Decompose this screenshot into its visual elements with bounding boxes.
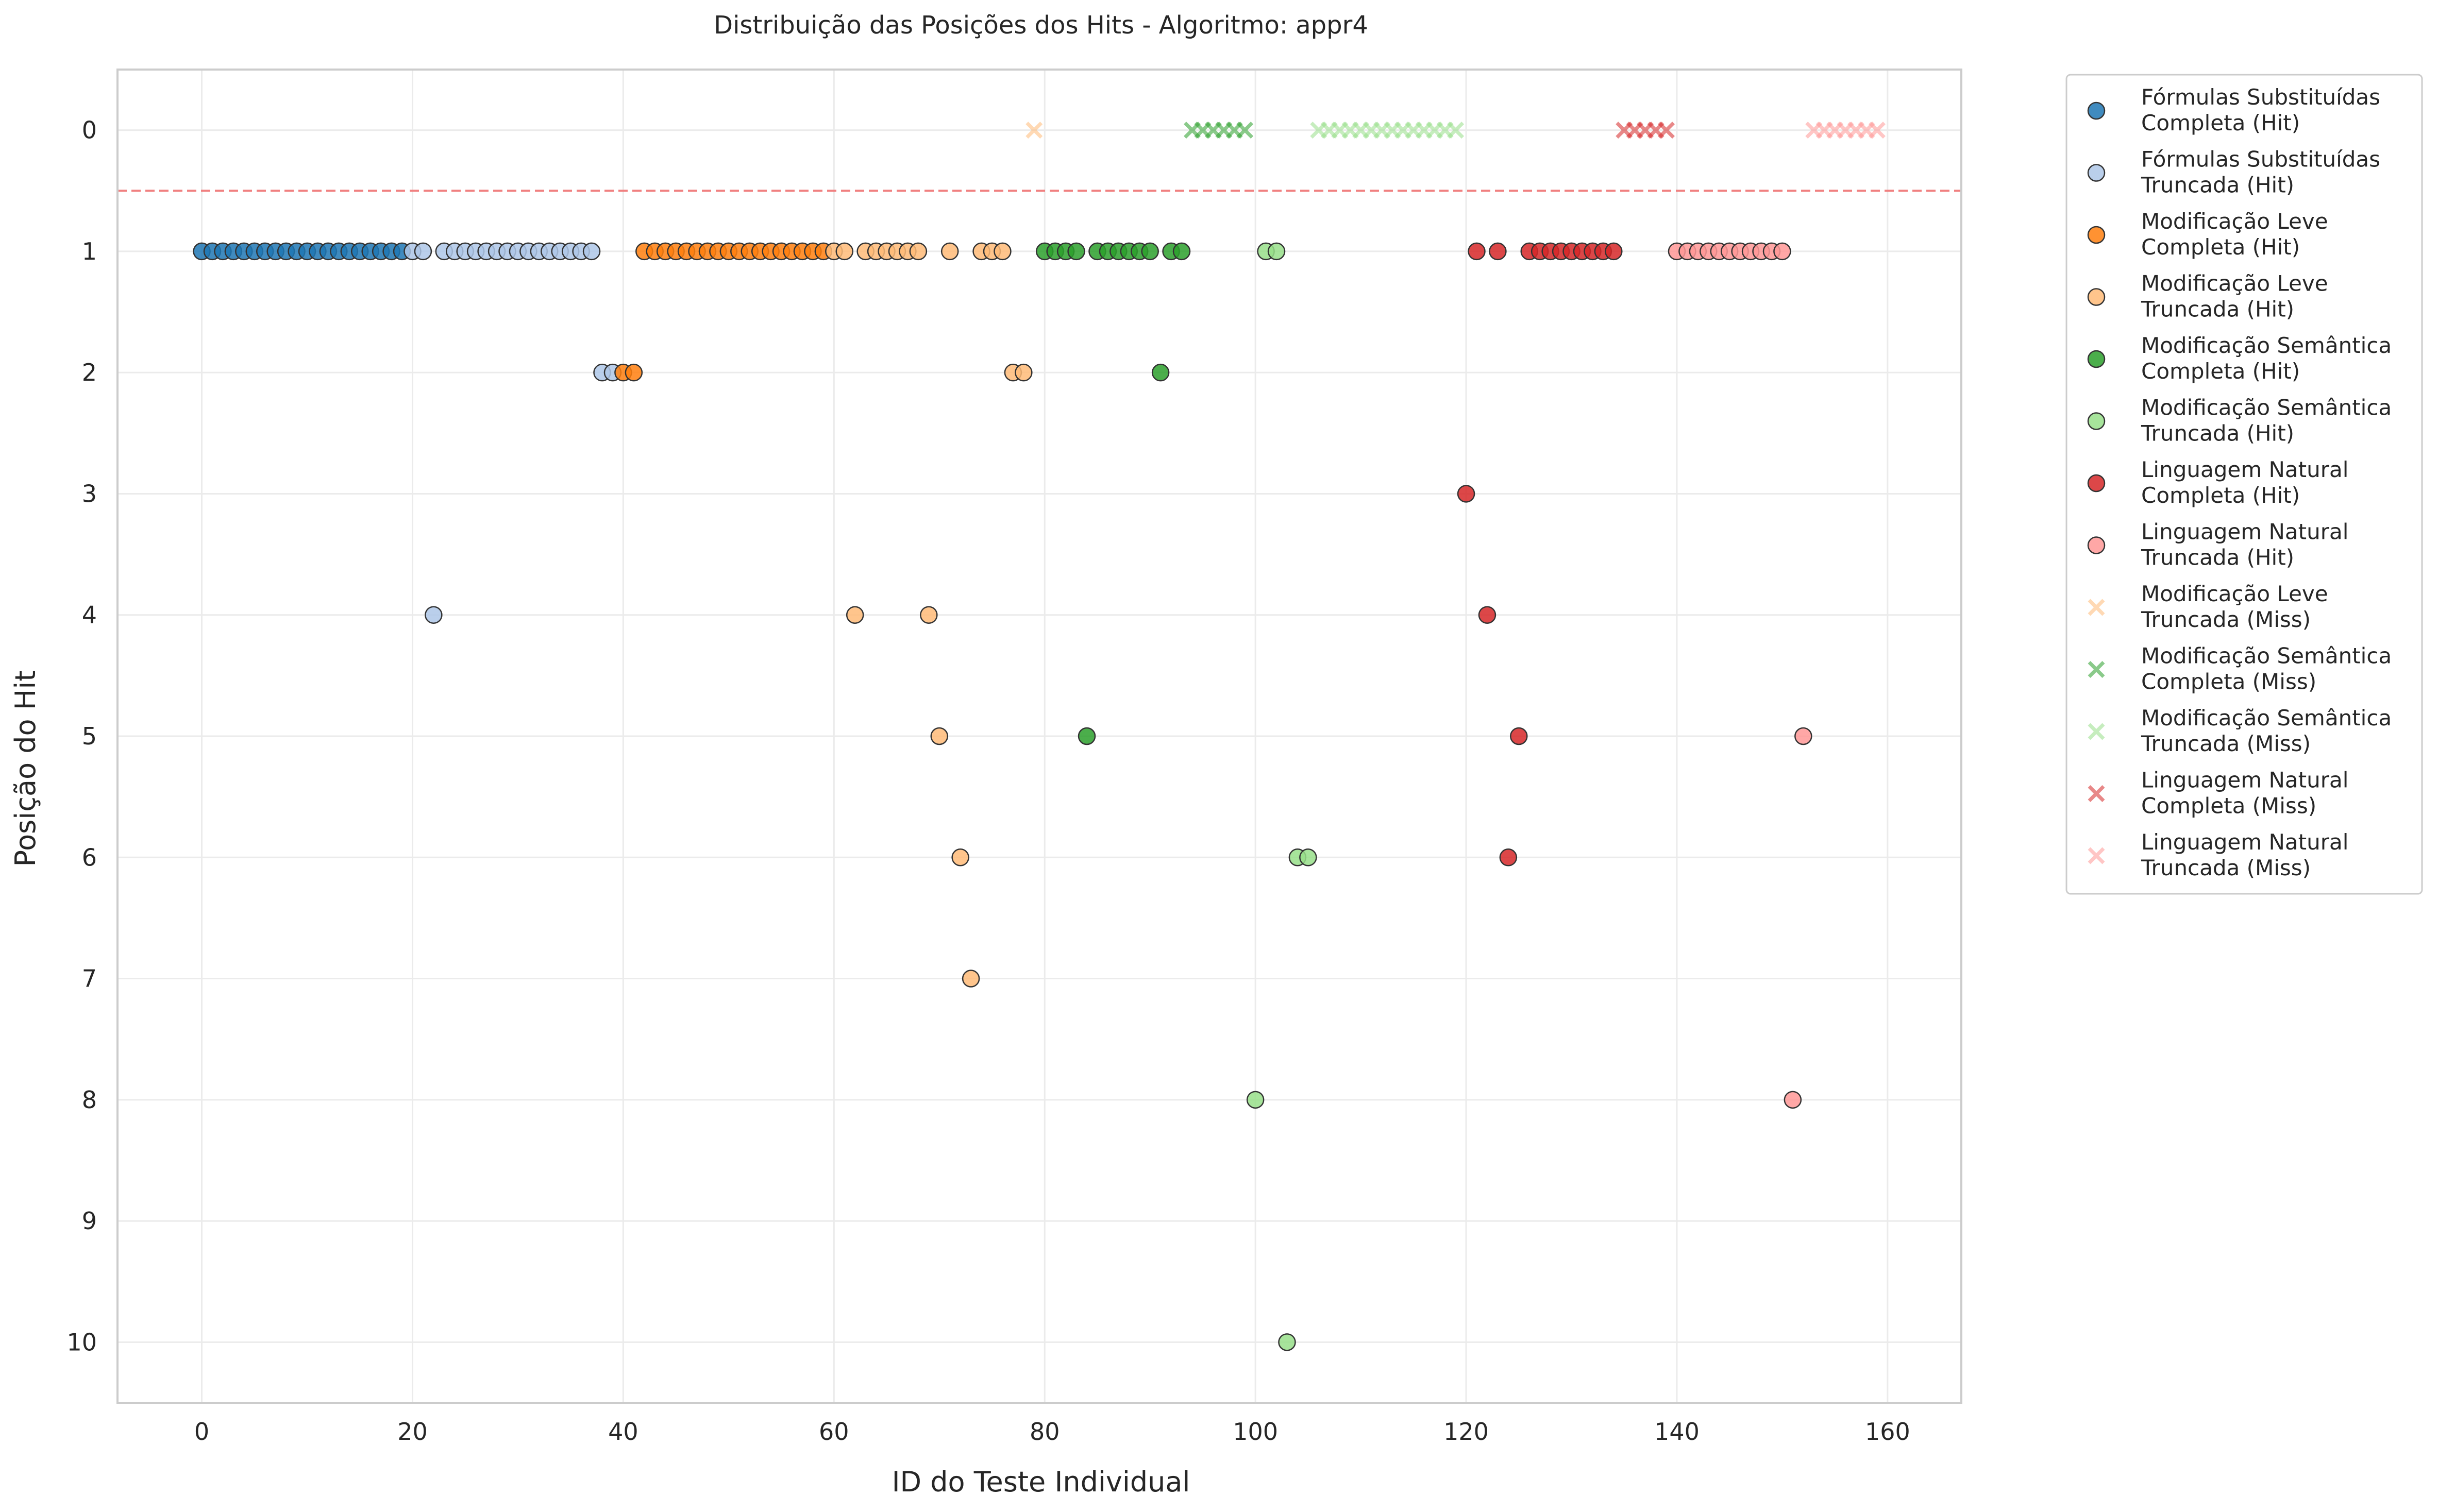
data-point xyxy=(994,242,1012,261)
data-point xyxy=(1784,1091,1802,1109)
legend-label: Modificação Leve Truncada (Hit) xyxy=(2141,271,2328,322)
data-point xyxy=(1015,363,1033,382)
legend-label: Modificação Semântica Truncada (Miss) xyxy=(2141,705,2392,756)
data-point xyxy=(920,606,938,624)
legend-label: Fórmulas Substituídas Completa (Hit) xyxy=(2141,84,2380,135)
legend-marker xyxy=(2087,350,2106,368)
data-point xyxy=(1478,606,1497,624)
y-tick-label: 4 xyxy=(82,601,97,629)
legend-label: Linguagem Natural Truncada (Miss) xyxy=(2141,829,2348,880)
data-point xyxy=(1468,242,1486,261)
legend-marker xyxy=(2088,723,2105,740)
axis-ticks: 0 20 40 60 80 100 120 140 160 0 1 2 3 4 5 6 7 8 9 10 xyxy=(66,116,1910,1446)
legend-label: Linguagem Natural Completa (Miss) xyxy=(2141,768,2348,819)
data-point xyxy=(962,970,980,988)
x-tick-label: 100 xyxy=(1233,1418,1278,1446)
data-point xyxy=(1489,242,1507,261)
data-point xyxy=(625,363,643,382)
legend-marker xyxy=(2087,164,2106,182)
data-point xyxy=(835,242,854,261)
x-tick-label: 40 xyxy=(608,1418,638,1446)
data-point xyxy=(425,606,443,624)
legend-marker xyxy=(2088,785,2105,802)
y-tick-label: 2 xyxy=(82,359,97,386)
data-point xyxy=(930,727,949,745)
data-point xyxy=(1299,848,1317,867)
legend-label: Modificação Leve Truncada (Miss) xyxy=(2141,581,2328,632)
data-point xyxy=(582,242,601,261)
legend-marker xyxy=(2087,288,2106,306)
data-point xyxy=(1510,727,1528,745)
legend-marker xyxy=(2087,536,2106,554)
x-tick-label: 140 xyxy=(1654,1418,1700,1446)
data-point xyxy=(1141,242,1159,261)
legend-box xyxy=(2065,74,2423,895)
legend-marker xyxy=(2087,412,2106,430)
legend-marker xyxy=(2087,101,2106,120)
legend-label: Modificação Leve Completa (Hit) xyxy=(2141,209,2328,260)
y-tick-label: 7 xyxy=(82,965,97,993)
chart-title: Distribuição das Posições dos Hits - Alg… xyxy=(714,11,1368,40)
legend-label: Modificação Semântica Completa (Hit) xyxy=(2141,333,2392,384)
y-tick-label: 1 xyxy=(82,237,97,265)
data-point xyxy=(846,606,864,624)
data-point xyxy=(1236,122,1254,139)
y-tick-label: 0 xyxy=(82,116,97,144)
y-axis-label: Posição do Hit xyxy=(9,670,42,867)
y-tick-label: 10 xyxy=(66,1328,97,1356)
legend-label: Fórmulas Substituídas Truncada (Hit) xyxy=(2141,147,2380,198)
x-tick-label: 0 xyxy=(194,1418,209,1446)
y-tick-label: 8 xyxy=(82,1086,97,1114)
x-tick-label: 160 xyxy=(1865,1418,1910,1446)
legend-label: Linguagem Natural Truncada (Hit) xyxy=(2141,519,2348,570)
data-point xyxy=(1773,242,1791,261)
data-point xyxy=(1605,242,1623,261)
data-point xyxy=(1457,485,1475,503)
y-tick-label: 6 xyxy=(82,843,97,871)
y-tick-label: 3 xyxy=(82,480,97,507)
y-tick-label: 5 xyxy=(82,722,97,750)
legend: Fórmulas Substituídas Completa (Hit) Fórmu… xyxy=(2065,74,2423,895)
legend-marker xyxy=(2088,661,2105,678)
x-tick-label: 60 xyxy=(819,1418,849,1446)
data-point xyxy=(1151,363,1170,382)
data-point xyxy=(1447,122,1465,139)
legend-label: Linguagem Natural Completa (Hit) xyxy=(2141,457,2348,508)
data-point xyxy=(909,242,928,261)
x-tick-label: 20 xyxy=(397,1418,428,1446)
legend-marker xyxy=(2087,226,2106,244)
data-point xyxy=(1794,727,1812,745)
data-point xyxy=(951,848,969,867)
y-tick-label: 9 xyxy=(82,1207,97,1235)
legend-label: Modificação Semântica Completa (Miss) xyxy=(2141,643,2392,694)
data-point xyxy=(1078,727,1096,745)
legend-marker xyxy=(2088,599,2105,616)
x-axis-label: ID do Teste Individual xyxy=(892,1466,1190,1498)
data-point xyxy=(1658,122,1675,139)
x-tick-label: 120 xyxy=(1443,1418,1489,1446)
data-point xyxy=(414,242,432,261)
legend-label: Modificação Semântica Truncada (Hit) xyxy=(2141,395,2392,446)
data-points xyxy=(193,122,1886,1351)
data-point xyxy=(1025,122,1043,139)
plot-frame xyxy=(116,69,1962,1404)
data-point xyxy=(1267,242,1286,261)
x-tick-label: 80 xyxy=(1030,1418,1060,1446)
data-point xyxy=(1246,1091,1265,1109)
legend-marker xyxy=(2088,847,2105,864)
data-point xyxy=(940,242,959,261)
data-point xyxy=(1172,242,1191,261)
data-point xyxy=(1067,242,1085,261)
legend-marker xyxy=(2087,474,2106,492)
data-point xyxy=(1868,122,1886,139)
data-point xyxy=(1278,1333,1296,1351)
data-point xyxy=(1499,848,1518,867)
